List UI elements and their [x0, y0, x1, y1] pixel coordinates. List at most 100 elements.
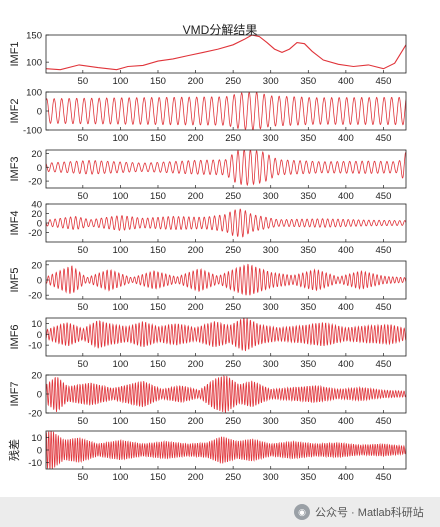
y-tick-label: 40: [31, 200, 42, 211]
x-tick-label: 250: [225, 302, 241, 313]
x-tick-label: 400: [338, 76, 354, 87]
axes-box: [45, 34, 407, 74]
x-tick-label: 450: [376, 133, 392, 144]
watermark: ◉ 公众号 · Matlab科研站: [294, 503, 424, 521]
y-tick-label: 0: [37, 276, 42, 287]
y-tick-label: 20: [31, 209, 42, 220]
x-tick-label: 400: [338, 359, 354, 370]
x-tick-label: 300: [263, 359, 279, 370]
y-tick-label: 20: [31, 260, 42, 271]
x-tick-label: 350: [300, 245, 316, 256]
y-tick-label: 150: [26, 31, 42, 42]
y-tick-label: -100: [23, 126, 42, 137]
x-tick-label: 300: [263, 76, 279, 87]
x-tick-label: 300: [263, 191, 279, 202]
x-tick-label: 250: [225, 76, 241, 87]
y-axis-label: IMF5: [9, 267, 21, 292]
y-tick-label: 100: [26, 88, 42, 99]
x-tick-label: 150: [150, 359, 166, 370]
x-tick-label: 400: [338, 245, 354, 256]
y-tick-label: -10: [28, 341, 42, 352]
y-tick-label: 0: [37, 163, 42, 174]
x-tick-label: 100: [112, 133, 128, 144]
y-tick-label: 0: [37, 446, 42, 457]
x-tick-label: 450: [376, 472, 392, 483]
signal-line: [46, 263, 406, 296]
x-tick-label: 450: [376, 302, 392, 313]
y-axis-label: 残差: [7, 439, 21, 461]
x-tick-label: 100: [112, 76, 128, 87]
x-tick-label: 150: [150, 416, 166, 427]
y-axis-label: IMF3: [9, 156, 21, 181]
x-tick-label: 50: [78, 416, 89, 427]
chart-title: VMD分解结果: [182, 23, 258, 37]
x-tick-label: 400: [338, 416, 354, 427]
x-tick-label: 250: [225, 133, 241, 144]
y-tick-label: 0: [37, 330, 42, 341]
x-tick-label: 300: [263, 416, 279, 427]
x-tick-label: 300: [263, 302, 279, 313]
y-tick-label: 0: [37, 219, 42, 230]
x-tick-label: 200: [188, 245, 204, 256]
x-tick-label: 350: [300, 76, 316, 87]
subplot-1: 100 150 50 100 150 200 250 300 350 400 450 IMF1: [9, 31, 407, 87]
x-tick-label: 300: [263, 133, 279, 144]
x-tick-label: 200: [188, 191, 204, 202]
signal-line: [46, 208, 406, 238]
subplot-3: -20 0 20 50 100 150 200 250 300 350 400 450 IMF3: [9, 149, 407, 202]
axes-box: [45, 317, 407, 357]
x-tick-label: 50: [78, 133, 89, 144]
axes-box: [45, 149, 407, 189]
y-tick-label: -20: [28, 228, 42, 239]
x-tick-label: 250: [225, 359, 241, 370]
wechat-icon: ◉: [294, 504, 310, 520]
x-tick-label: 50: [78, 245, 89, 256]
y-axis-label: IMF2: [9, 98, 21, 123]
y-tick-label: 20: [31, 371, 42, 382]
y-axis-label: IMF1: [9, 41, 21, 66]
y-tick-label: 10: [31, 433, 42, 444]
x-tick-label: 100: [112, 416, 128, 427]
y-tick-label: -20: [28, 291, 42, 302]
x-tick-label: 150: [150, 133, 166, 144]
y-axis-label: IMF6: [9, 324, 21, 349]
x-tick-label: 450: [376, 245, 392, 256]
x-tick-label: 100: [112, 191, 128, 202]
y-tick-label: 0: [37, 107, 42, 118]
x-tick-label: 100: [112, 245, 128, 256]
x-tick-label: 400: [338, 133, 354, 144]
x-tick-label: 200: [188, 359, 204, 370]
x-tick-label: 300: [263, 245, 279, 256]
x-tick-label: 200: [188, 302, 204, 313]
x-tick-label: 250: [225, 416, 241, 427]
x-tick-label: 450: [376, 359, 392, 370]
x-tick-label: 100: [112, 302, 128, 313]
y-tick-label: -10: [28, 458, 42, 469]
x-tick-label: 450: [376, 191, 392, 202]
subplot-5: -20 0 20 50 100 150 200 250 300 350 400 450 IMF5: [9, 260, 407, 313]
footer-bar: [0, 497, 440, 527]
subplot-2: -100 0 100 50 100 150 200 250 300 350 400 450 IMF2: [9, 88, 407, 144]
x-tick-label: 400: [338, 191, 354, 202]
y-tick-label: -20: [28, 409, 42, 420]
x-tick-label: 250: [225, 245, 241, 256]
subplot-8: -100 10 50 100 150 200 250 300 350 400 450 残差: [7, 430, 407, 483]
x-tick-label: 150: [150, 76, 166, 87]
signal-line: [46, 92, 406, 130]
x-tick-label: 350: [300, 359, 316, 370]
signal-line: [46, 375, 406, 413]
y-tick-label: 20: [31, 149, 42, 160]
x-tick-label: 200: [188, 76, 204, 87]
watermark-text: 公众号 · Matlab科研站: [315, 507, 424, 519]
y-axis-label: IMF4: [9, 210, 21, 235]
x-tick-label: 350: [300, 416, 316, 427]
x-tick-label: 250: [225, 472, 241, 483]
x-tick-label: 200: [188, 133, 204, 144]
x-tick-label: 350: [300, 191, 316, 202]
x-tick-label: 150: [150, 472, 166, 483]
y-tick-label: 10: [31, 319, 42, 330]
signal-line: [46, 35, 406, 71]
x-tick-label: 350: [300, 472, 316, 483]
